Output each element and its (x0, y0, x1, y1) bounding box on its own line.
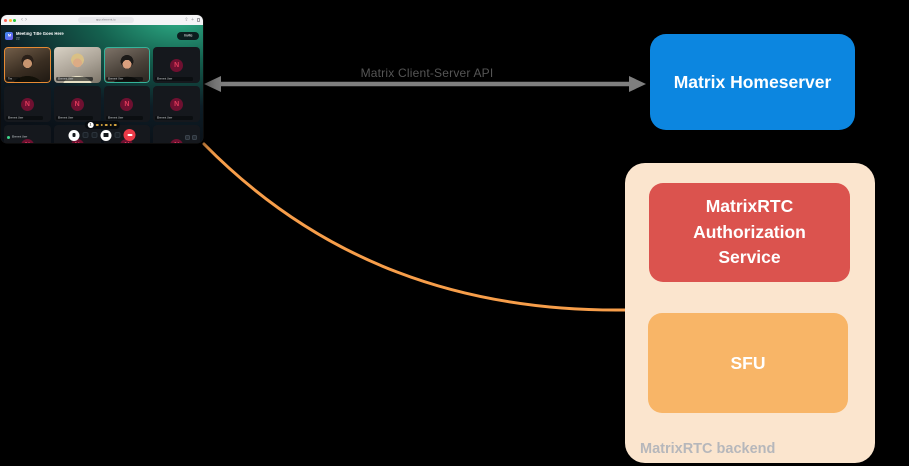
participant-avatar: N (20, 138, 34, 143)
presence-indicator: Element User (7, 134, 48, 140)
sfu-box: SFU (648, 313, 848, 413)
volume-button[interactable] (82, 132, 89, 138)
avatar-tile[interactable]: N Element User (53, 86, 101, 122)
browser-window: ‹ › app.element.io ⇧ + M Meeting Title G… (1, 15, 203, 143)
participant-avatar: N (170, 97, 184, 111)
participant-name-badge: Element User (55, 77, 94, 81)
meeting-avatar-letter: M (7, 34, 11, 38)
participant-avatar: N (170, 58, 184, 72)
rtc-curve (202, 142, 628, 312)
participant-avatar: N (70, 138, 84, 143)
auth-service-box: MatrixRTC Authorization Service (649, 183, 850, 282)
hangup-icon (127, 134, 132, 136)
matrixrtc-backend-container: MatrixRTC Authorization Service SFU Matr… (625, 163, 875, 463)
mic-icon (72, 132, 76, 138)
auth-service-label: MatrixRTC Authorization Service (693, 196, 806, 268)
browser-toolbar-icons: ⇧ + (184, 16, 200, 23)
backend-container-label: MatrixRTC backend (640, 441, 776, 457)
video-tile[interactable]: Tim (4, 47, 51, 83)
close-window-button[interactable] (4, 18, 7, 22)
participant-avatar: N (70, 97, 84, 111)
video-grid: Tim Element User Element User N Element … (4, 47, 200, 143)
arrow-head-left (204, 76, 221, 92)
presence-dot-icon (7, 135, 10, 139)
minimize-window-button[interactable] (8, 18, 12, 22)
browser-chrome: ‹ › app.element.io ⇧ + (1, 15, 203, 25)
current-page-badge: 1 (87, 122, 94, 128)
api-arrow-label: Matrix Client-Server API (360, 66, 494, 80)
participant-name-badge: Element User (6, 116, 44, 120)
matrix-homeserver-box: Matrix Homeserver (650, 34, 855, 130)
meeting-title: Meeting Title Goes Here (16, 31, 64, 36)
participant-avatar: N (20, 97, 34, 111)
participant-name-badge: Tim (6, 77, 20, 81)
avatar-tile[interactable]: N Element User (103, 86, 151, 122)
meeting-avatar: M (5, 32, 13, 40)
tabs-overview-icon[interactable] (196, 18, 200, 22)
participant-name-badge: Element User (155, 77, 193, 81)
page-dot-icon[interactable] (113, 123, 117, 127)
participant-name-badge: Element User (55, 116, 94, 120)
invite-button[interactable]: Invite (176, 32, 199, 40)
participant-name-badge: Element User (105, 77, 143, 81)
share-icon[interactable]: ⇧ (184, 16, 189, 23)
meeting-title-block: Meeting Title Goes Here 22 (16, 32, 84, 41)
camera-icon (103, 133, 109, 137)
matrix-homeserver-label: Matrix Homeserver (673, 71, 832, 92)
participant-name-badge: Element User (105, 116, 143, 120)
forward-icon[interactable]: › (25, 17, 27, 23)
invite-button-label: Invite (183, 34, 193, 38)
settings-button[interactable] (91, 132, 98, 138)
back-icon[interactable]: ‹ (21, 17, 23, 23)
new-tab-icon[interactable]: + (191, 16, 194, 23)
window-controls[interactable] (4, 18, 16, 22)
call-controls (68, 129, 136, 141)
video-tile[interactable]: Element User (103, 47, 151, 83)
video-tile[interactable]: Element User (53, 47, 101, 83)
maximize-window-button[interactable] (13, 18, 16, 22)
camera-button[interactable] (100, 129, 112, 141)
hangup-button[interactable] (123, 129, 136, 141)
page-indicator[interactable]: 1 (84, 121, 120, 129)
arrow-head-right (629, 76, 646, 92)
avatar-tile[interactable]: Element User N (4, 125, 51, 143)
tile-option-icons (185, 135, 197, 140)
fullscreen-icon[interactable] (185, 135, 190, 140)
avatar-tile[interactable]: N Element User (153, 86, 200, 122)
participant-name-badge: Element User (155, 116, 193, 120)
call-header: M Meeting Title Goes Here 22 Invite (1, 25, 203, 47)
page-dot-icon[interactable] (100, 123, 103, 127)
call-app: M Meeting Title Goes Here 22 Invite Tim … (1, 25, 203, 143)
more-options-icon[interactable] (192, 135, 197, 140)
page-dot-icon[interactable] (95, 123, 99, 127)
screenshare-button[interactable] (114, 132, 121, 138)
avatar-tile[interactable]: N (153, 125, 200, 143)
participant-avatar: N (170, 138, 184, 143)
mic-button[interactable] (68, 129, 80, 141)
address-text: app.element.io (95, 18, 116, 22)
avatar-tile[interactable]: N Element User (153, 47, 200, 83)
page-dot-icon[interactable] (104, 123, 108, 127)
participant-count: 22 (16, 36, 20, 41)
sfu-label: SFU (730, 352, 766, 373)
page-dot-icon[interactable] (109, 123, 112, 127)
avatar-tile[interactable]: N Element User (4, 86, 51, 122)
address-bar[interactable]: app.element.io (77, 17, 134, 23)
participant-avatar: N (120, 97, 134, 111)
